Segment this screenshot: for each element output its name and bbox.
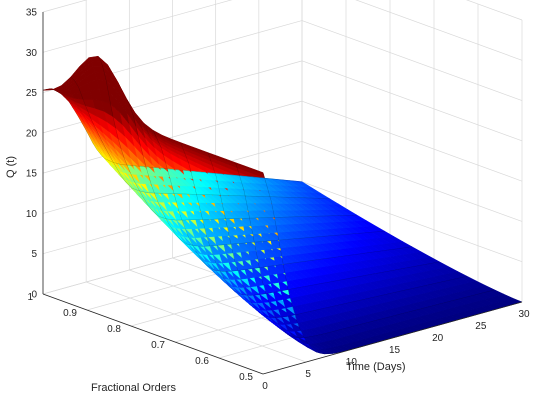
x-axis-label: Time (Days) (346, 361, 405, 373)
z-tick-label: 0 (31, 290, 37, 301)
y-axis-label: Fractional Orders (91, 382, 176, 394)
y-tick-label: 0.8 (107, 324, 121, 335)
z-tick-label: 10 (26, 209, 38, 220)
surface-mesh (43, 56, 522, 354)
y-tick-label: 0.6 (195, 356, 209, 367)
y-tick-label: 0.9 (63, 308, 77, 319)
side-wall-gridline (302, 21, 522, 101)
side-wall-gridline (302, 61, 522, 141)
z-tick-label: 30 (26, 48, 38, 59)
x-tick-label: 5 (305, 369, 311, 380)
x-tick-label: 15 (389, 345, 401, 356)
x-tick-label: 20 (432, 333, 444, 344)
x-tick-label: 25 (475, 321, 487, 332)
z-axis-label: Q (t) (5, 156, 17, 178)
x-tick-label: 0 (262, 381, 268, 392)
z-tick-label: 5 (31, 249, 37, 260)
side-wall-gridline (302, 101, 522, 181)
z-tick-label: 35 (26, 8, 38, 19)
y-tick-label: 0.5 (239, 372, 253, 383)
x-tick-label: 30 (518, 309, 530, 320)
side-wall-gridline (302, 0, 522, 60)
z-tick-label: 15 (26, 169, 38, 180)
z-tick-label: 20 (26, 128, 38, 139)
z-tick-label: 25 (26, 88, 38, 99)
y-tick-label: 0.7 (151, 340, 165, 351)
side-wall-gridline (302, 0, 522, 20)
